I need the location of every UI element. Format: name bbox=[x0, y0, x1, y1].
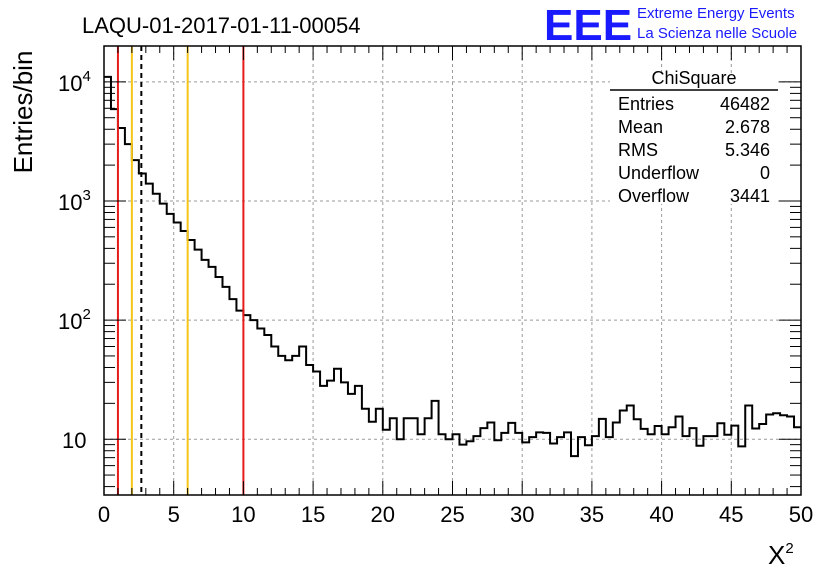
stats-value: 3441 bbox=[730, 186, 770, 206]
x-tick-label: 30 bbox=[510, 502, 534, 527]
stats-value: 0 bbox=[760, 163, 770, 183]
x-tick-label: 20 bbox=[371, 502, 395, 527]
y-tick-label: 104 bbox=[58, 68, 91, 96]
x-tick-label: 5 bbox=[168, 502, 180, 527]
y-tick-label: 102 bbox=[58, 306, 91, 334]
stats-label: RMS bbox=[618, 140, 658, 160]
x-axis-title-base: X bbox=[768, 540, 785, 570]
y-tick-label: 103 bbox=[58, 187, 91, 215]
logo-line-1: Extreme Energy Events bbox=[637, 5, 795, 22]
x-axis-title: X2 bbox=[768, 540, 794, 570]
stats-title: ChiSquare bbox=[651, 68, 736, 88]
logo-line-2: La Scienza nelle Scuole bbox=[637, 25, 797, 42]
histogram-bars bbox=[104, 75, 801, 458]
x-axis-ticks: 0 5 10 15 20 25 30 35 40 45 50 bbox=[98, 46, 813, 527]
stats-value: 2.678 bbox=[725, 117, 770, 137]
x-tick-label: 50 bbox=[789, 502, 813, 527]
x-tick-label: 45 bbox=[719, 502, 743, 527]
stats-box: ChiSquare Entries 46482 Mean 2.678 RMS 5.346 U… bbox=[610, 68, 778, 206]
stats-box-background bbox=[610, 74, 778, 204]
x-tick-label: 10 bbox=[231, 502, 255, 527]
stats-label: Underflow bbox=[618, 163, 700, 183]
x-tick-label: 0 bbox=[98, 502, 110, 527]
stats-label: Overflow bbox=[618, 186, 690, 206]
stats-label: Mean bbox=[618, 117, 663, 137]
x-tick-label: 40 bbox=[649, 502, 673, 527]
x-tick-label: 25 bbox=[440, 502, 464, 527]
chart-title: LAQU-01-2017-01-11-00054 bbox=[82, 13, 360, 38]
y-axis-ticks: 10 102 103 104 bbox=[58, 45, 801, 488]
stats-rows: Entries 46482 Mean 2.678 RMS 5.346 Underflow 0 O… bbox=[618, 94, 770, 206]
reference-lines bbox=[116, 46, 245, 495]
x-tick-label: 15 bbox=[301, 502, 325, 527]
logo-mark: EEE bbox=[544, 1, 632, 50]
histogram-outline bbox=[104, 75, 801, 458]
x-tick-label: 35 bbox=[580, 502, 604, 527]
y-axis-title: Entries/bin bbox=[8, 51, 38, 174]
stats-label: Entries bbox=[618, 94, 674, 114]
x-axis-title-superscript: 2 bbox=[785, 540, 793, 557]
y-tick-label: 10 bbox=[62, 428, 86, 453]
stats-value: 5.346 bbox=[725, 140, 770, 160]
eee-logo: EEE Extreme Energy Events La Scienza nel… bbox=[544, 1, 797, 50]
stats-value: 46482 bbox=[720, 94, 770, 114]
